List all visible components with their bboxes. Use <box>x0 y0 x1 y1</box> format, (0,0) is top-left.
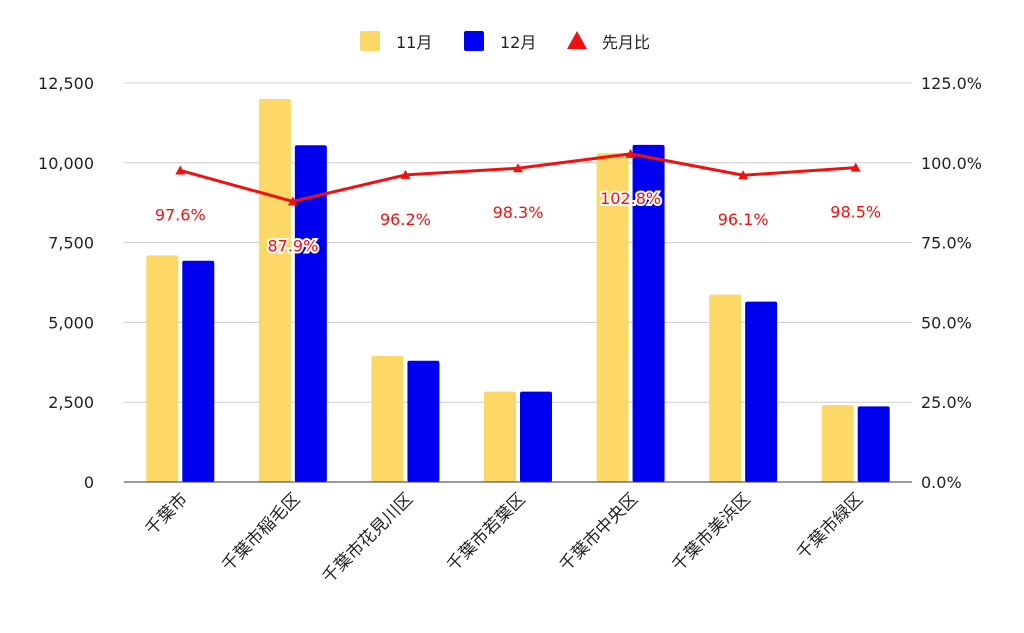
line-marker <box>850 162 861 172</box>
bar-11月 <box>821 405 854 482</box>
data-label: 98.5% <box>830 203 881 222</box>
data-label: 98.3% <box>493 203 544 222</box>
left-axis: 0 2,500 5,000 7,500 10,000 12,500 <box>38 74 94 492</box>
gridlines <box>124 82 912 403</box>
legend-label-11月: 11月 <box>396 33 432 52</box>
line-marker <box>287 196 298 206</box>
right-tick-label: 100.0% <box>921 154 982 173</box>
line-series: 97.6% 87.9% 96.2% 98.3% 102.8% 96.1% 98.5% <box>153 148 883 257</box>
data-label: 87.9% <box>267 236 318 255</box>
legend-swatch-12月 <box>464 31 484 51</box>
bar-12月 <box>294 145 327 482</box>
bar-12月 <box>857 406 890 482</box>
right-tick-label: 125.0% <box>921 74 982 93</box>
left-tick-label: 5,000 <box>48 313 94 332</box>
bar-11月 <box>709 294 742 482</box>
data-label: 96.2% <box>380 210 431 229</box>
bar-11月 <box>484 391 516 482</box>
category-label: 千葉市 <box>142 489 192 539</box>
left-tick-label: 0 <box>84 473 94 492</box>
legend-swatch-11月 <box>360 31 380 51</box>
category-label: 千葉市若葉区 <box>443 489 529 575</box>
bar-12月 <box>182 260 215 482</box>
right-tick-label: 75.0% <box>921 234 972 253</box>
data-label: 96.1% <box>718 210 769 229</box>
bar-11月 <box>146 255 179 482</box>
line-marker <box>625 148 636 158</box>
category-label: 千葉市緑区 <box>793 489 867 563</box>
line-marker <box>175 165 186 175</box>
category-label: 千葉市中央区 <box>556 489 642 575</box>
category-labels: 千葉市 千葉市稲毛区 千葉市花見川区 千葉市若葉区 千葉市中央区 千葉市美浜区 千葉市緑区 <box>142 489 868 587</box>
right-tick-label: 50.0% <box>921 313 972 332</box>
legend-label-先月比: 先月比 <box>602 33 650 52</box>
category-label: 千葉市稲毛区 <box>218 489 304 575</box>
left-tick-label: 7,500 <box>48 234 94 253</box>
bar-12月 <box>407 360 440 482</box>
bar-12月 <box>632 144 665 482</box>
bars <box>146 98 890 483</box>
line-marker <box>400 169 411 179</box>
data-label: 102.8% <box>600 189 661 208</box>
line-marker <box>738 170 749 180</box>
right-tick-label: 0.0% <box>921 473 962 492</box>
bar-11月 <box>258 98 291 483</box>
left-tick-label: 2,500 <box>48 393 94 412</box>
right-tick-label: 25.0% <box>921 393 972 412</box>
legend: 11月 12月 先月比 <box>360 31 650 52</box>
data-label: 97.6% <box>155 205 206 224</box>
right-axis: 0.0% 25.0% 50.0% 75.0% 100.0% 125.0% <box>921 74 982 492</box>
left-tick-label: 10,000 <box>38 154 94 173</box>
left-tick-label: 12,500 <box>38 74 94 93</box>
bar-12月 <box>520 391 552 482</box>
legend-label-12月: 12月 <box>500 33 536 52</box>
bar-12月 <box>745 301 778 482</box>
bar-11月 <box>596 153 629 482</box>
line-marker <box>513 163 523 173</box>
category-label: 千葉市花見川区 <box>319 489 417 587</box>
bar-11月 <box>371 355 404 482</box>
legend-triangle-icon <box>567 31 587 49</box>
category-label: 千葉市美浜区 <box>668 489 754 575</box>
